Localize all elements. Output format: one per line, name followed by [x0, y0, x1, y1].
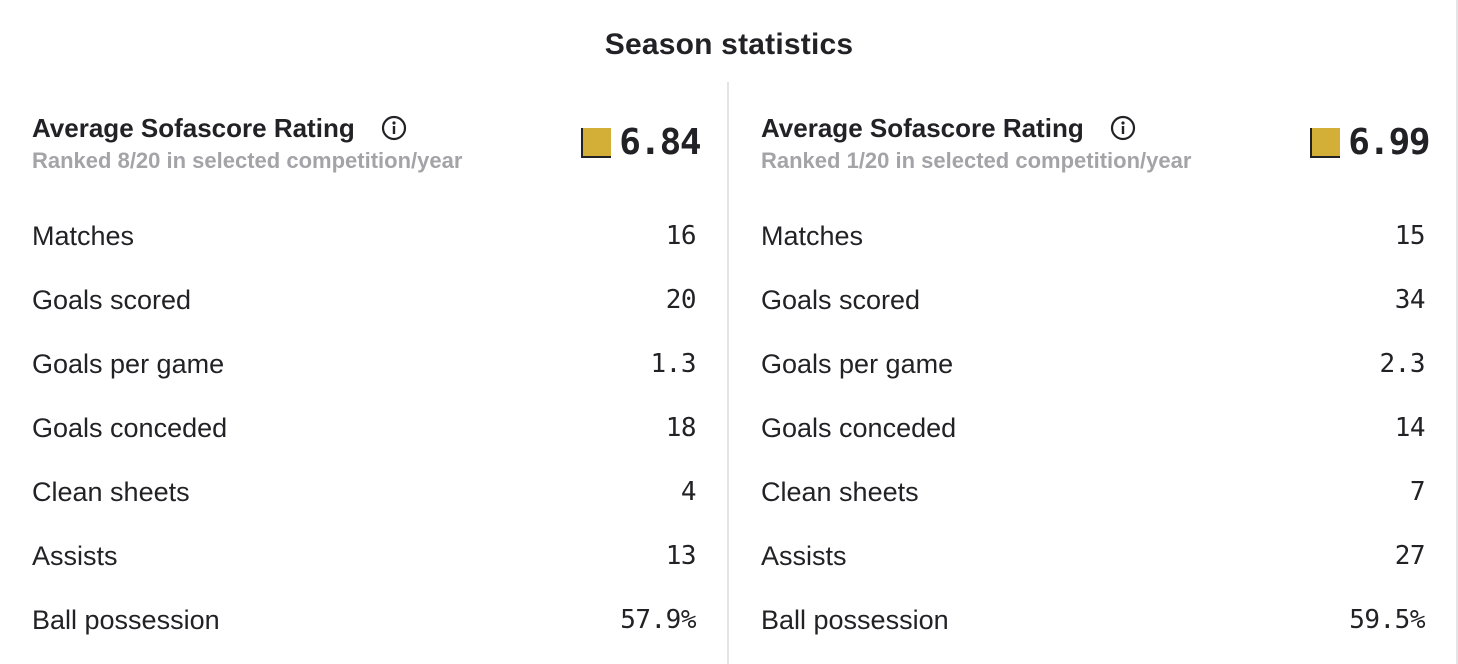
stat-label: Goals scored [761, 284, 921, 315]
stat-value: 4 [680, 477, 697, 507]
rating-header: Average Sofascore Rating Ranked 8/20 in … [32, 108, 701, 188]
card-edge [1456, 0, 1458, 664]
rating-color-swatch [1310, 127, 1341, 158]
stat-row-matches: Matches 15 [761, 204, 1426, 268]
stat-row-goals-scored: Goals scored 34 [761, 268, 1426, 332]
stat-value: 59.5% [1349, 605, 1425, 635]
stat-row-goals-conceded: Goals conceded 14 [761, 396, 1426, 460]
rating-value: 6.99 [1348, 122, 1430, 163]
stat-row-ball-possession: Ball possession 59.5% [761, 588, 1425, 652]
rating-badge: 6.99 [1310, 122, 1430, 163]
page-title: Season statistics [604, 28, 854, 61]
stat-value: 18 [665, 413, 697, 443]
stat-label: Goals conceded [32, 412, 228, 443]
stats-list: Matches 16 Goals scored 20 Goals per gam… [32, 204, 697, 652]
stat-value: 13 [665, 541, 697, 571]
rating-rank-text: Ranked 1/20 in selected competition/year [761, 148, 1192, 173]
rating-badge: 6.84 [581, 122, 701, 163]
rating-value: 6.84 [619, 122, 701, 163]
stat-row-goals-per-game: Goals per game 1.3 [32, 332, 697, 396]
stat-row-assists: Assists 13 [32, 524, 697, 588]
stat-row-goals-scored: Goals scored 20 [32, 268, 697, 332]
stat-label: Matches [761, 220, 864, 251]
stat-value: 20 [665, 285, 697, 315]
stat-value: 2.3 [1379, 349, 1426, 379]
stat-value: 27 [1394, 541, 1426, 571]
column-divider [727, 82, 729, 664]
stat-label: Assists [32, 540, 118, 571]
team-stats-panel-right: Average Sofascore Rating Ranked 1/20 in … [761, 108, 1430, 652]
stat-label: Matches [32, 220, 135, 251]
stat-row-clean-sheets: Clean sheets 7 [761, 460, 1426, 524]
stat-value: 15 [1394, 221, 1426, 251]
team-stats-panel-left: Average Sofascore Rating Ranked 8/20 in … [32, 108, 701, 652]
stat-label: Clean sheets [32, 476, 190, 507]
stat-value: 7 [1409, 477, 1426, 507]
stat-row-goals-per-game: Goals per game 2.3 [761, 332, 1426, 396]
info-icon[interactable] [381, 115, 407, 141]
stat-label: Goals per game [32, 348, 225, 379]
stat-label: Ball possession [32, 604, 220, 635]
stat-label: Goals scored [32, 284, 192, 315]
stat-label: Assists [761, 540, 847, 571]
stat-label: Goals per game [761, 348, 954, 379]
info-icon[interactable] [1110, 115, 1136, 141]
stats-list: Matches 15 Goals scored 34 Goals per gam… [761, 204, 1426, 652]
stat-row-clean-sheets: Clean sheets 4 [32, 460, 697, 524]
rating-title: Average Sofascore Rating [32, 112, 355, 143]
rating-rank-text: Ranked 8/20 in selected competition/year [32, 148, 463, 173]
stat-label: Ball possession [761, 604, 949, 635]
rating-title: Average Sofascore Rating [761, 112, 1084, 143]
stat-row-goals-conceded: Goals conceded 18 [32, 396, 697, 460]
stat-value: 1.3 [650, 349, 697, 379]
stat-value: 57.9% [620, 605, 696, 635]
stat-value: 14 [1394, 413, 1426, 443]
stat-row-assists: Assists 27 [761, 524, 1426, 588]
rating-header: Average Sofascore Rating Ranked 1/20 in … [761, 108, 1430, 188]
stat-value: 16 [665, 221, 697, 251]
rating-color-swatch [581, 127, 612, 158]
stat-row-ball-possession: Ball possession 57.9% [32, 588, 696, 652]
stat-label: Clean sheets [761, 476, 919, 507]
stat-row-matches: Matches 16 [32, 204, 697, 268]
stat-label: Goals conceded [761, 412, 957, 443]
stat-value: 34 [1394, 285, 1426, 315]
